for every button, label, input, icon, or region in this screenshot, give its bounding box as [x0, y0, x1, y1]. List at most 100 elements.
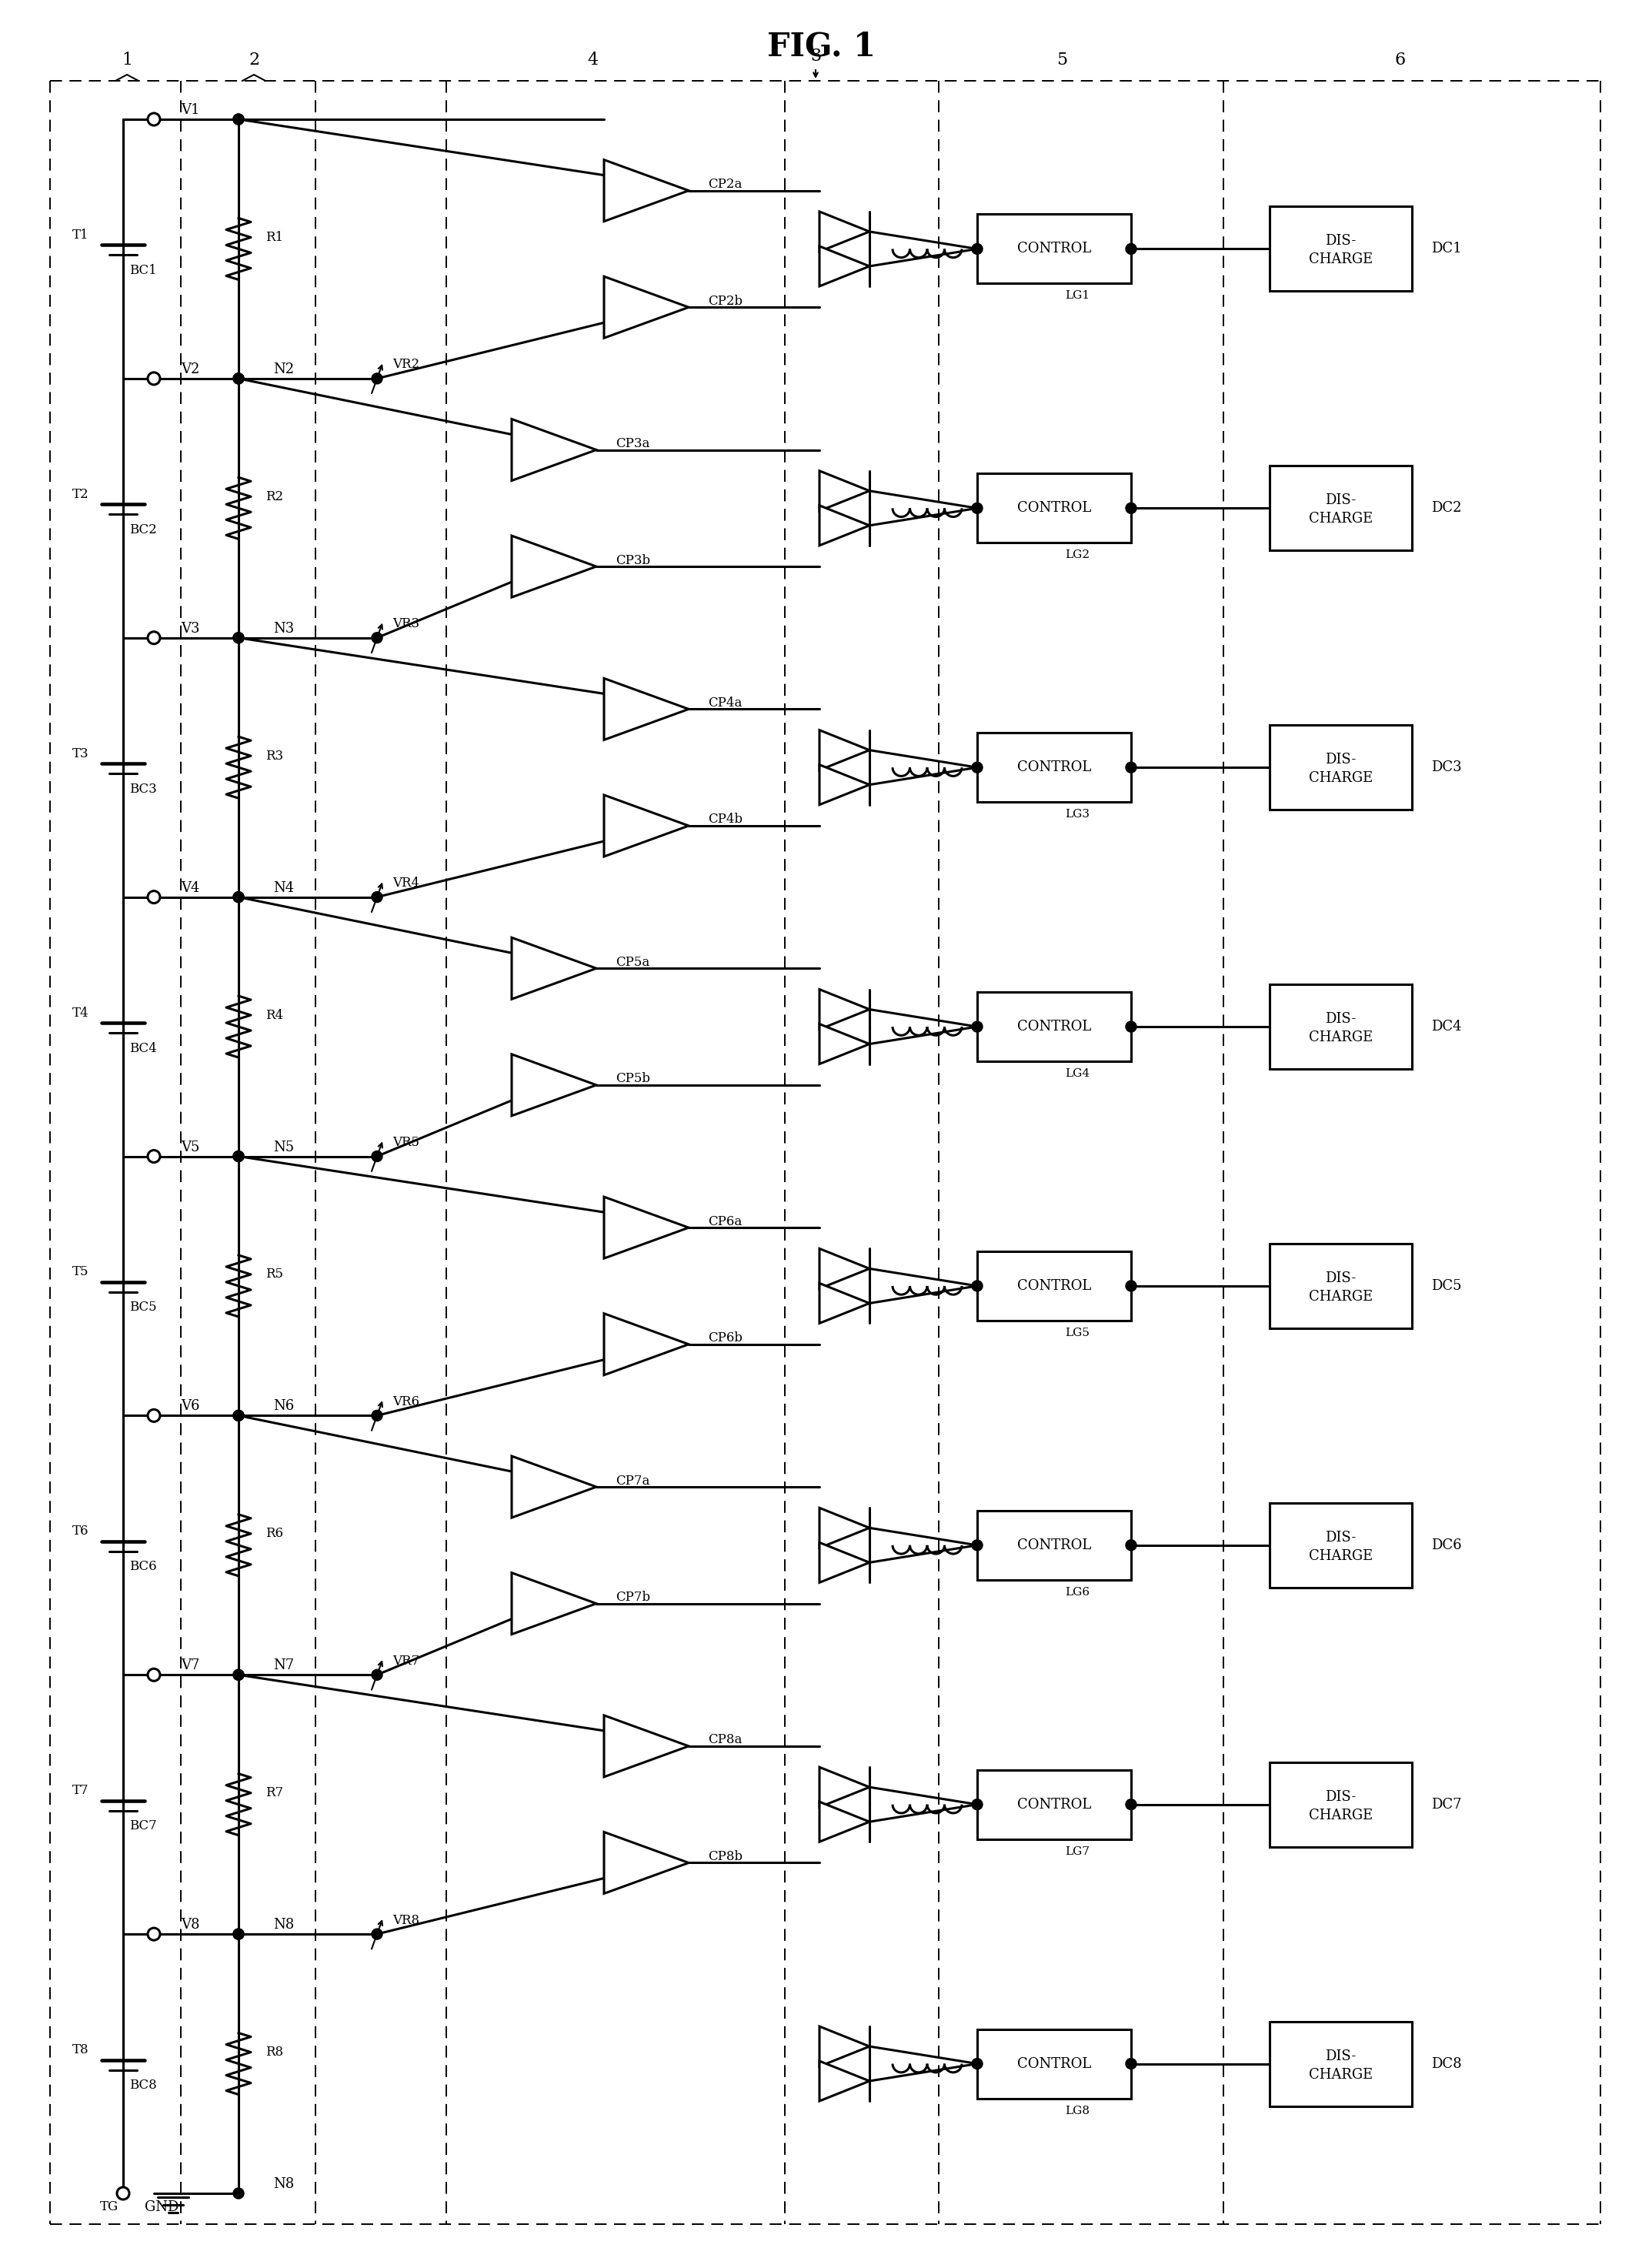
Text: VR2: VR2: [392, 358, 419, 372]
Text: -: -: [616, 807, 621, 821]
Circle shape: [972, 762, 982, 773]
Text: N3: N3: [273, 621, 294, 635]
Text: +: +: [521, 975, 530, 987]
Text: DIS-: DIS-: [1325, 1789, 1356, 1803]
Polygon shape: [512, 1572, 596, 1635]
Text: CHARGE: CHARGE: [1309, 1290, 1373, 1304]
Text: LG2: LG2: [1066, 549, 1090, 560]
Text: R6: R6: [266, 1526, 282, 1540]
Text: +: +: [612, 1751, 624, 1765]
Text: DIS-: DIS-: [1325, 494, 1356, 508]
Text: CONTROL: CONTROL: [1016, 1279, 1092, 1293]
Text: -: -: [524, 1066, 529, 1080]
Polygon shape: [512, 937, 596, 1000]
Text: T1: T1: [72, 229, 89, 243]
Text: CONTROL: CONTROL: [1016, 501, 1092, 515]
Circle shape: [371, 1928, 383, 1939]
Bar: [977, 1252, 1131, 1320]
Circle shape: [148, 1408, 159, 1422]
Text: DIS-: DIS-: [1325, 234, 1356, 247]
Text: T2: T2: [72, 488, 89, 501]
Text: V6: V6: [181, 1399, 200, 1413]
Text: 5: 5: [1056, 52, 1067, 68]
Bar: [977, 213, 1131, 284]
Text: CP3b: CP3b: [616, 553, 650, 567]
Text: CP3a: CP3a: [616, 438, 650, 451]
Text: CP7b: CP7b: [616, 1590, 650, 1603]
Circle shape: [233, 113, 245, 125]
Text: V1: V1: [181, 102, 200, 118]
Text: CP5b: CP5b: [616, 1073, 650, 1086]
Polygon shape: [819, 472, 870, 510]
Text: T6: T6: [72, 1524, 89, 1538]
Text: BC3: BC3: [130, 782, 156, 796]
Text: R5: R5: [266, 1268, 282, 1281]
Polygon shape: [819, 1284, 870, 1322]
Text: DC1: DC1: [1432, 243, 1461, 256]
Circle shape: [233, 2189, 245, 2198]
Circle shape: [233, 1150, 245, 1161]
Text: CHARGE: CHARGE: [1309, 252, 1373, 268]
Text: -: -: [616, 1209, 621, 1222]
Circle shape: [1126, 1799, 1136, 1810]
Text: N8: N8: [273, 2177, 294, 2191]
Circle shape: [233, 1928, 245, 1939]
Text: +: +: [521, 572, 530, 585]
Bar: [1269, 1504, 1412, 1588]
Text: VR6: VR6: [392, 1395, 419, 1408]
Text: T5: T5: [72, 1266, 89, 1279]
Text: CP8b: CP8b: [708, 1851, 742, 1864]
Text: DIS-: DIS-: [1325, 753, 1356, 767]
Text: +: +: [521, 1610, 530, 1622]
Circle shape: [1126, 503, 1136, 513]
Bar: [1269, 206, 1412, 290]
Text: R4: R4: [266, 1009, 284, 1021]
Polygon shape: [604, 796, 688, 857]
Polygon shape: [819, 1767, 870, 1808]
Polygon shape: [819, 764, 870, 805]
Text: CONTROL: CONTROL: [1016, 1021, 1092, 1034]
Bar: [1269, 1762, 1412, 1846]
Text: +: +: [521, 456, 530, 469]
Circle shape: [972, 1021, 982, 1032]
Text: +: +: [612, 832, 624, 844]
Polygon shape: [819, 2062, 870, 2100]
Polygon shape: [819, 1801, 870, 1842]
Polygon shape: [819, 2025, 870, 2066]
Polygon shape: [819, 1023, 870, 1064]
Text: N6: N6: [273, 1399, 294, 1413]
Text: T4: T4: [72, 1007, 89, 1018]
Text: DC2: DC2: [1432, 501, 1461, 515]
Bar: [977, 2030, 1131, 2098]
Circle shape: [233, 1669, 245, 1681]
Text: TG: TG: [100, 2200, 118, 2214]
Text: +: +: [612, 714, 624, 728]
Text: 4: 4: [588, 52, 598, 68]
Text: +: +: [612, 1869, 624, 1882]
Text: R1: R1: [266, 231, 284, 245]
Text: T3: T3: [72, 746, 89, 760]
Circle shape: [233, 1928, 245, 1939]
Circle shape: [233, 891, 245, 903]
Polygon shape: [604, 678, 688, 739]
Text: LG3: LG3: [1066, 810, 1090, 819]
Text: N8: N8: [273, 1919, 294, 1932]
Text: -: -: [616, 1325, 621, 1338]
Circle shape: [148, 113, 159, 125]
Bar: [1269, 984, 1412, 1068]
Text: DIS-: DIS-: [1325, 1012, 1356, 1025]
Text: BC7: BC7: [130, 1819, 156, 1833]
Circle shape: [233, 633, 245, 644]
Circle shape: [972, 243, 982, 254]
Polygon shape: [819, 1250, 870, 1288]
Text: DC3: DC3: [1432, 760, 1461, 773]
Text: VR8: VR8: [392, 1914, 419, 1928]
Polygon shape: [819, 989, 870, 1030]
Text: CHARGE: CHARGE: [1309, 1549, 1373, 1563]
Text: CP6b: CP6b: [708, 1331, 742, 1345]
Circle shape: [233, 633, 245, 644]
Text: LG7: LG7: [1066, 1846, 1090, 1857]
Text: V7: V7: [181, 1658, 200, 1672]
Text: LG1: LG1: [1066, 290, 1090, 302]
Circle shape: [371, 633, 383, 644]
